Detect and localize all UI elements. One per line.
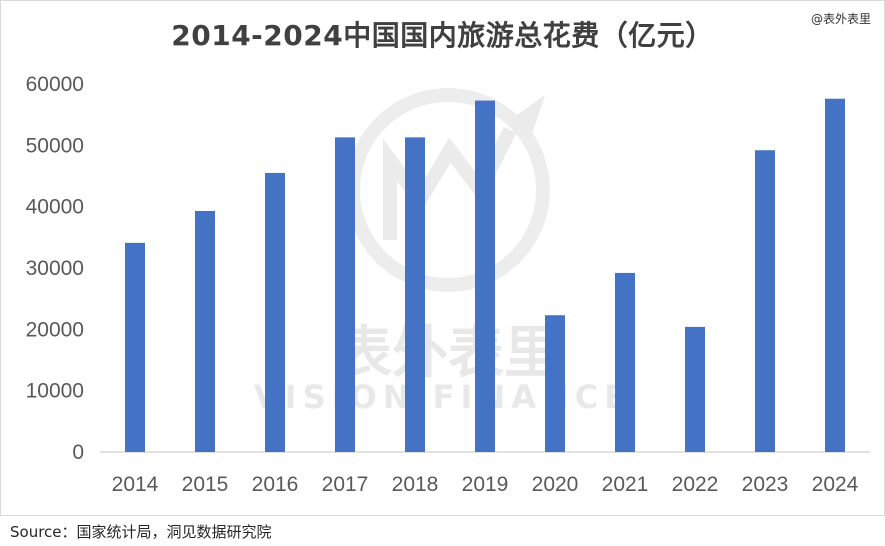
watermark-en-text: VISION FINANCE <box>254 378 632 416</box>
x-tick-label: 2021 <box>602 473 649 496</box>
x-tick-label: 2024 <box>812 473 859 496</box>
x-tick-label: 2014 <box>112 473 159 496</box>
bar-2014 <box>125 242 145 452</box>
y-tick-label: 20000 <box>26 318 84 341</box>
y-tick-label: 30000 <box>26 257 84 280</box>
y-tick-label: 40000 <box>26 196 84 219</box>
x-tick-label: 2015 <box>182 473 229 496</box>
y-tick-labels: 0 10000 20000 30000 40000 50000 60000 <box>26 73 84 464</box>
bar-2020 <box>545 315 565 452</box>
bar-2015 <box>195 210 215 452</box>
x-tick-label: 2020 <box>532 473 579 496</box>
x-tick-label: 2022 <box>672 473 719 496</box>
x-tick-label: 2019 <box>462 473 509 496</box>
x-tick-label: 2017 <box>322 473 369 496</box>
chart-frame <box>0 0 885 516</box>
bar-2022 <box>685 326 705 452</box>
watermark-cn-text: 表外表里 <box>336 321 560 386</box>
x-tick-label: 2018 <box>392 473 439 496</box>
x-tick-label: 2023 <box>742 473 789 496</box>
y-tick-label: 50000 <box>26 134 84 157</box>
x-tick-label: 2016 <box>252 473 299 496</box>
background-watermark: 表外表里 VISION FINANCE <box>254 88 632 416</box>
bar-2021 <box>615 272 635 452</box>
x-tick-labels: 2014 2015 2016 2017 2018 2019 2020 2021 2022 2023… <box>112 473 859 496</box>
y-tick-label: 60000 <box>26 73 84 96</box>
chart-title: 2014-2024中国国内旅游总花费（亿元） <box>171 19 714 52</box>
bar-2017 <box>335 137 355 453</box>
bar-2018 <box>405 137 425 453</box>
bars-group <box>125 98 845 453</box>
bar-2023 <box>755 150 775 453</box>
source-note: Source：国家统计局，洞见数据研究院 <box>10 523 272 541</box>
y-tick-label: 0 <box>72 441 84 464</box>
y-tick-label: 10000 <box>26 380 84 403</box>
bar-2019 <box>475 100 495 452</box>
watermark-handle: @表外表里 <box>810 12 871 26</box>
bar-2024 <box>825 98 845 452</box>
bar-2016 <box>265 172 285 452</box>
